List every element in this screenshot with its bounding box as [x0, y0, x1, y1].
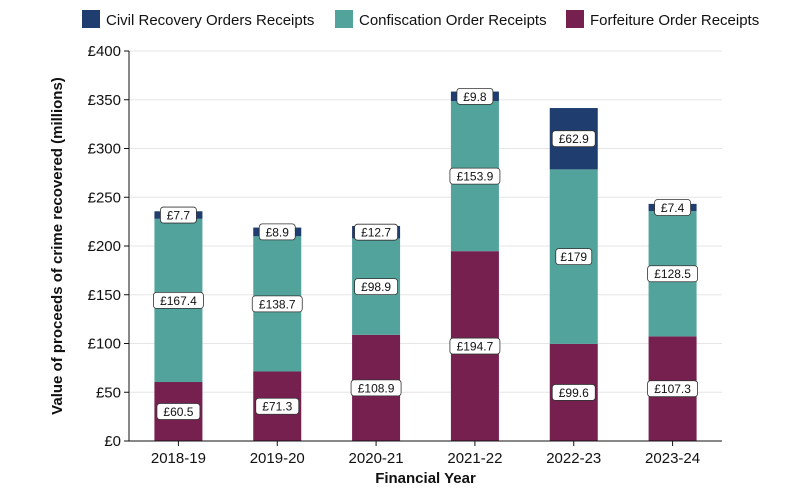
data-label-box [647, 265, 698, 283]
legend: Civil Recovery Orders Receipts Confiscati… [82, 10, 759, 29]
data-label: £62.9 [559, 132, 589, 146]
data-label: £8.9 [266, 225, 290, 239]
data-label: £128.5 [654, 267, 691, 281]
data-label: £7.7 [167, 209, 191, 223]
data-label-box [251, 295, 303, 313]
data-label-box [153, 292, 204, 309]
legend-label: Confiscation Order Receipts [359, 12, 547, 29]
x-tick-label: 2021-22 [447, 450, 502, 467]
tick-labels: £0 £50 £100 £150 £200 £250 £300 £350 £400 2018-19… [88, 43, 700, 467]
y-tick-label: £200 [88, 238, 121, 255]
data-label: £98.9 [361, 280, 391, 294]
x-tick-label: 2019-20 [250, 450, 305, 467]
legend-label: Forfeiture Order Receipts [590, 12, 759, 29]
data-label-box [449, 337, 501, 355]
data-label: £179 [560, 250, 587, 264]
gridlines [129, 50, 722, 442]
legend-swatch [82, 10, 100, 28]
data-label: £60.5 [163, 405, 193, 419]
data-label: £108.9 [358, 381, 395, 395]
data-label-box [449, 167, 501, 185]
data-label: £99.6 [559, 386, 589, 400]
y-tick-label: £50 [96, 384, 121, 401]
data-label: £153.9 [457, 170, 494, 184]
legend-swatch [566, 10, 584, 28]
x-tick-label: 2020-21 [349, 450, 404, 467]
y-tick-label: £400 [88, 43, 121, 60]
y-axis-title: Value of proceeds of crime recovered (mi… [49, 77, 66, 415]
y-tick-label: £300 [88, 141, 121, 158]
data-label: £138.7 [259, 297, 296, 311]
x-axis-title: Financial Year [375, 470, 476, 487]
data-labels: £60.5 £167.4 £7.7 £71.3 £138.7 £8.9 £108.9 £98.… [153, 87, 698, 420]
data-label-box [456, 87, 494, 105]
data-label-box [258, 223, 296, 241]
data-label-box [654, 199, 691, 216]
y-tick-label: £350 [88, 92, 121, 109]
data-label: £107.3 [654, 382, 691, 396]
data-label-box [354, 223, 398, 241]
legend-swatch [335, 10, 353, 28]
data-label-box [354, 278, 398, 296]
data-label-box [350, 379, 402, 397]
data-label-box [647, 380, 698, 398]
x-tick-label: 2023-24 [645, 450, 700, 467]
data-label-box [160, 206, 197, 224]
data-label-box [555, 248, 593, 266]
data-label: £7.4 [661, 201, 685, 215]
data-label: £71.3 [262, 400, 292, 414]
bars [154, 91, 697, 441]
data-label-box [156, 403, 201, 420]
y-tick-label: £250 [88, 189, 121, 206]
data-label-box [551, 384, 596, 401]
data-label-box [255, 397, 300, 415]
legend-label: Civil Recovery Orders Receipts [106, 12, 314, 29]
x-tick-label: 2022-23 [546, 450, 601, 467]
data-label: £9.8 [463, 90, 487, 104]
data-label-box [551, 130, 596, 148]
data-label: £12.7 [361, 226, 391, 240]
y-tick-label: £0 [104, 433, 121, 450]
y-tick-label: £100 [88, 336, 121, 353]
data-label: £167.4 [160, 294, 197, 308]
x-tick-label: 2018-19 [151, 450, 206, 467]
y-tick-label: £150 [88, 287, 121, 304]
data-label: £194.7 [457, 340, 494, 354]
